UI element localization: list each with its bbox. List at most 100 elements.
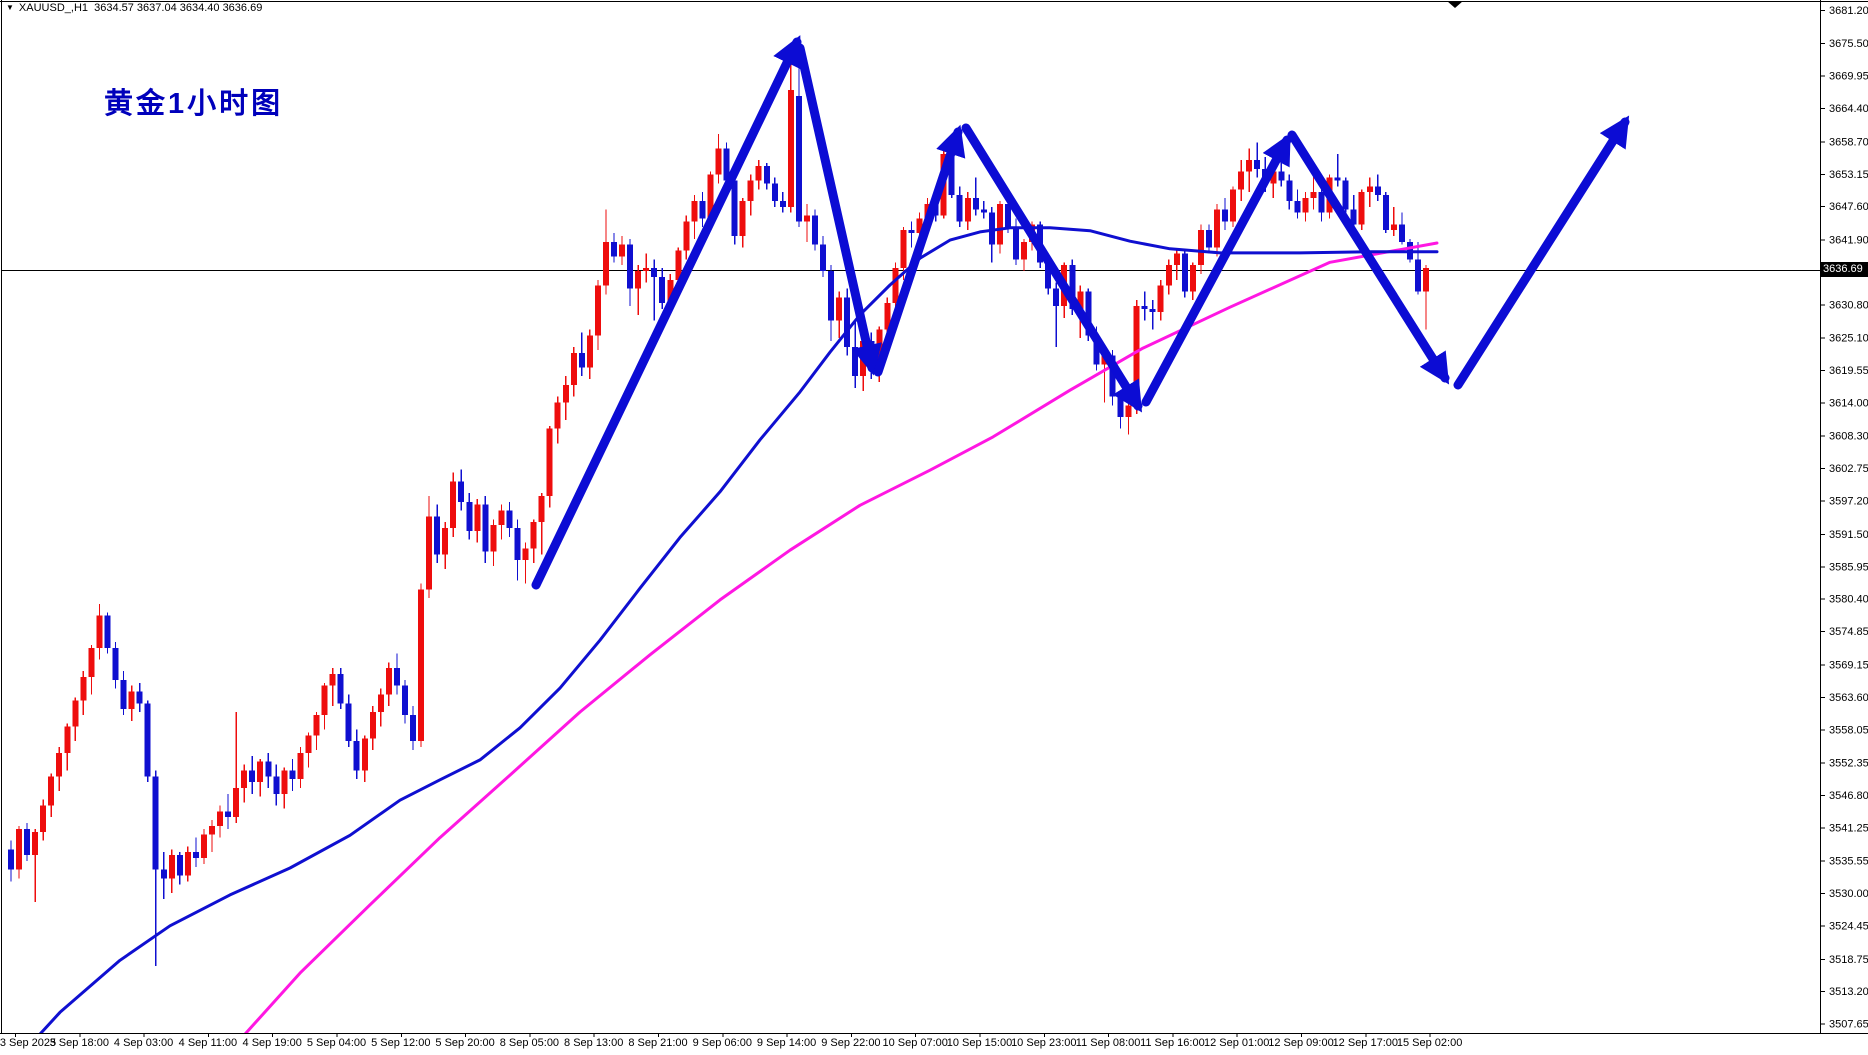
candle [1141, 306, 1148, 309]
time-axis-label: 8 Sep 05:00 [500, 1037, 559, 1049]
candle [1310, 192, 1317, 199]
candle [64, 726, 71, 753]
candle [586, 335, 593, 368]
candle [345, 703, 352, 742]
candle [675, 250, 682, 280]
candle [1181, 253, 1188, 292]
time-axis-label: 10 Sep 15:00 [947, 1037, 1012, 1049]
candle [635, 271, 642, 289]
trend-arrow-up[interactable] [1453, 115, 1630, 390]
trend-arrow-up[interactable] [531, 35, 802, 590]
time-axis-label: 3 Sep 2025 [0, 1037, 56, 1049]
price-axis-label: 3614.00 [1829, 397, 1868, 409]
price-axis-label: 3630.80 [1829, 299, 1868, 311]
candle [1254, 160, 1261, 169]
candle [1246, 160, 1253, 172]
candle [200, 834, 207, 859]
scroll-to-end-marker-icon[interactable] [1447, 1, 1463, 8]
candle [795, 95, 802, 222]
candle [313, 714, 320, 736]
time-axis-label: 10 Sep 07:00 [882, 1037, 947, 1049]
candle [377, 694, 384, 713]
candle [257, 761, 264, 783]
candle [168, 855, 175, 879]
candle [120, 679, 127, 710]
price-axis-label: 3625.10 [1829, 333, 1868, 345]
symbol-dropdown-icon[interactable]: ▼ [6, 3, 14, 12]
candle [522, 548, 529, 561]
candle [466, 501, 473, 531]
time-axis-label: 4 Sep 19:00 [243, 1037, 302, 1049]
candle [659, 276, 666, 304]
candle [1077, 291, 1084, 309]
candle [112, 647, 119, 680]
candle [956, 195, 963, 222]
candle [972, 198, 979, 210]
trend-arrow-down[interactable] [1287, 130, 1450, 385]
candle [1390, 224, 1397, 231]
candle [418, 589, 425, 742]
plot-layers [2, 54, 1820, 1033]
candle [474, 504, 481, 531]
time-axis-label: 8 Sep 13:00 [564, 1037, 623, 1049]
price-axis-label: 3541.25 [1829, 822, 1868, 834]
candle [562, 384, 569, 403]
candle [490, 525, 497, 552]
candle [530, 522, 537, 549]
price-axis[interactable]: 3681.20 3675.50 3669.95 3664.40 3658.70 3653.… [1820, 5, 1868, 1031]
candle [667, 279, 674, 304]
slow-ma-line [244, 241, 1439, 1033]
candle [1238, 171, 1245, 190]
price-axis-label: 3669.95 [1829, 71, 1868, 83]
candle [554, 402, 561, 429]
trend-arrow-up[interactable] [1141, 133, 1292, 407]
candle [1358, 192, 1365, 225]
candle [281, 770, 288, 794]
candle [265, 761, 272, 777]
candle [450, 481, 457, 529]
candle [755, 165, 762, 181]
trend-arrow-down[interactable] [961, 123, 1143, 413]
candle [683, 221, 690, 251]
candle [1149, 308, 1156, 312]
candle [1222, 209, 1229, 222]
price-axis-label: 3513.20 [1829, 986, 1868, 998]
price-axis-label: 3563.60 [1829, 692, 1868, 704]
trend-arrow-down[interactable] [795, 43, 882, 376]
candle [297, 752, 304, 780]
candle [329, 674, 336, 686]
candle [410, 714, 416, 742]
candle [426, 516, 433, 590]
candle [1045, 262, 1052, 289]
candle [249, 770, 256, 783]
time-axis-label: 11 Sep 16:00 [1140, 1037, 1205, 1049]
time-axis-label: 9 Sep 22:00 [821, 1037, 880, 1049]
candle [747, 180, 754, 201]
candle [321, 685, 328, 715]
price-axis-label: 3675.50 [1829, 38, 1868, 50]
candle [1214, 209, 1220, 248]
candle [1278, 171, 1285, 181]
candle [88, 647, 95, 677]
fast-ma-line [38, 226, 1439, 1033]
time-axis-label: 3 Sep 18:00 [50, 1037, 109, 1049]
candle [96, 615, 103, 648]
candle [1334, 177, 1341, 181]
time-axis-label: 15 Sep 02:00 [1397, 1037, 1462, 1049]
candle [1342, 180, 1349, 210]
candle [900, 230, 907, 269]
candle [594, 285, 601, 336]
candle [1004, 203, 1011, 228]
candle [739, 200, 746, 236]
price-axis-label: 3535.55 [1829, 856, 1868, 868]
candle [72, 700, 79, 727]
candle [1085, 291, 1092, 336]
trend-arrow-up[interactable] [873, 124, 966, 377]
candle [1230, 189, 1237, 222]
candle [152, 776, 159, 870]
candle [964, 198, 971, 222]
candle [32, 831, 39, 856]
